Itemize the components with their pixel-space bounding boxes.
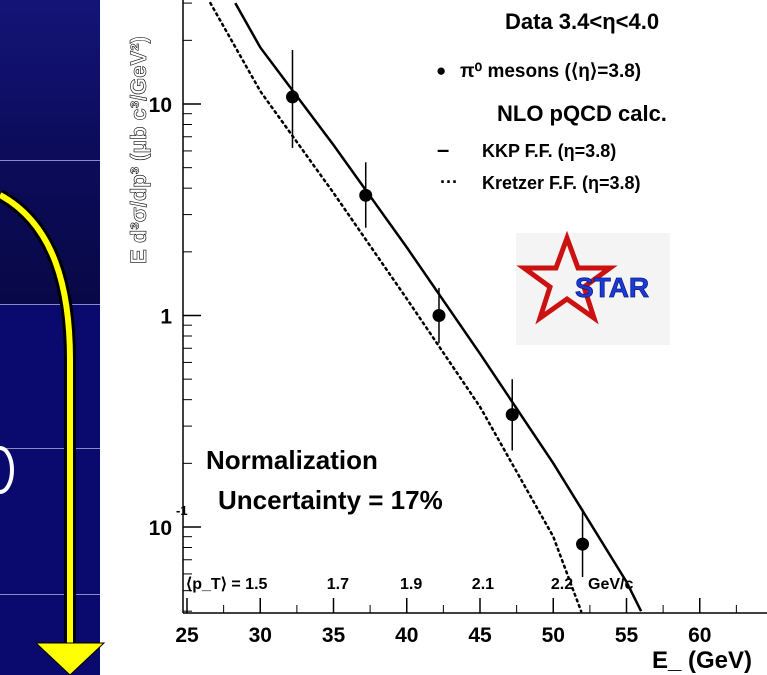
star-logo: STAR — [516, 230, 670, 345]
y-tick-exponent: -1 — [176, 503, 188, 518]
normalization-note: Normalization Uncertainty = 17% — [206, 445, 443, 515]
x-axis-label: E_ (GeV) — [652, 647, 752, 674]
x-tick-label: 55 — [615, 624, 639, 647]
plot-axes — [182, 0, 767, 614]
normalization-line-2: Uncertainty = 17% — [218, 485, 443, 515]
mean-pt-row: ⟨p_T⟩ = 1.5 GeV/c 1.7 1.9 2.1 2.2 — [186, 576, 633, 593]
legend: Data 3.4<η<4.0 ● π⁰ mesons (⟨η⟩=3.8) NLO… — [436, 9, 667, 193]
data-point — [432, 309, 446, 322]
yellow-arrow-shaft — [0, 189, 76, 650]
yellow-arrow-overlay — [0, 189, 106, 675]
normalization-line-1: Normalization — [206, 445, 378, 475]
pt-row-value: 2.1 — [472, 576, 494, 593]
y-axis-ticks: 10 1 10 -1 — [149, 2, 201, 612]
yellow-arrowhead — [34, 642, 106, 675]
nlo-curves — [209, 1, 643, 613]
logo-backdrop — [516, 233, 670, 345]
legend-kkp-label: KKP F.F. (η=3.8) — [482, 141, 616, 161]
data-point — [359, 188, 373, 202]
x-tick-label: 40 — [395, 624, 418, 647]
legend-dotted-marker: ··· — [440, 172, 458, 192]
legend-header: Data 3.4<η<4.0 — [505, 9, 659, 34]
kkp-curve — [234, 2, 643, 612]
x-tick-label: 60 — [688, 624, 711, 647]
x-tick-label: 45 — [468, 624, 492, 647]
data-point — [576, 537, 590, 551]
y-axis-title: E d³σ/dp³ (μb c³/GeV²) — [126, 36, 152, 264]
panel-divider — [0, 304, 100, 305]
legend-solid-marker: – — [437, 137, 449, 162]
y-axis-label: E d³σ/dp³ (μb c³/GeV²) — [126, 36, 151, 264]
legend-calc-header: NLO pQCD calc. — [497, 101, 667, 126]
x-axis-ticks: 25303540455055606 — [175, 598, 737, 647]
pt-row-value: 2.2 — [551, 576, 573, 593]
legend-data-label: π⁰ mesons (⟨η⟩=3.8) — [460, 61, 641, 82]
panel-divider — [0, 594, 100, 595]
legend-kretzer-label: Kretzer F.F. (η=3.8) — [482, 173, 641, 193]
pt-row-value: 1.9 — [400, 576, 422, 593]
data-points — [285, 50, 590, 578]
pt-row-unit: GeV/c — [588, 576, 633, 593]
y-tick-label: 10 — [149, 94, 172, 117]
panel-edge-arc — [0, 446, 14, 494]
pt-row-value: 1.7 — [327, 576, 349, 593]
x-tick-label: 35 — [322, 624, 346, 647]
x-tick-label: 30 — [249, 624, 272, 647]
slide-background-panel — [0, 0, 100, 675]
x-tick-label: 50 — [542, 624, 565, 647]
y-tick-label: 1 — [160, 306, 172, 329]
kretzer-curve — [209, 1, 583, 613]
legend-data-marker: ● — [436, 61, 446, 80]
star-logo-text: STAR — [575, 272, 649, 303]
data-point — [285, 90, 299, 104]
panel-divider — [0, 160, 100, 161]
y-tick-label: 10 — [149, 517, 172, 540]
x-tick-label: 25 — [175, 624, 199, 647]
data-point — [505, 408, 519, 422]
star-logo-icon — [516, 230, 618, 325]
pt-row-label: ⟨p_T⟩ = 1.5 — [186, 576, 268, 593]
yellow-arrow-shaft-fill — [0, 192, 73, 650]
panel-divider — [0, 448, 100, 449]
